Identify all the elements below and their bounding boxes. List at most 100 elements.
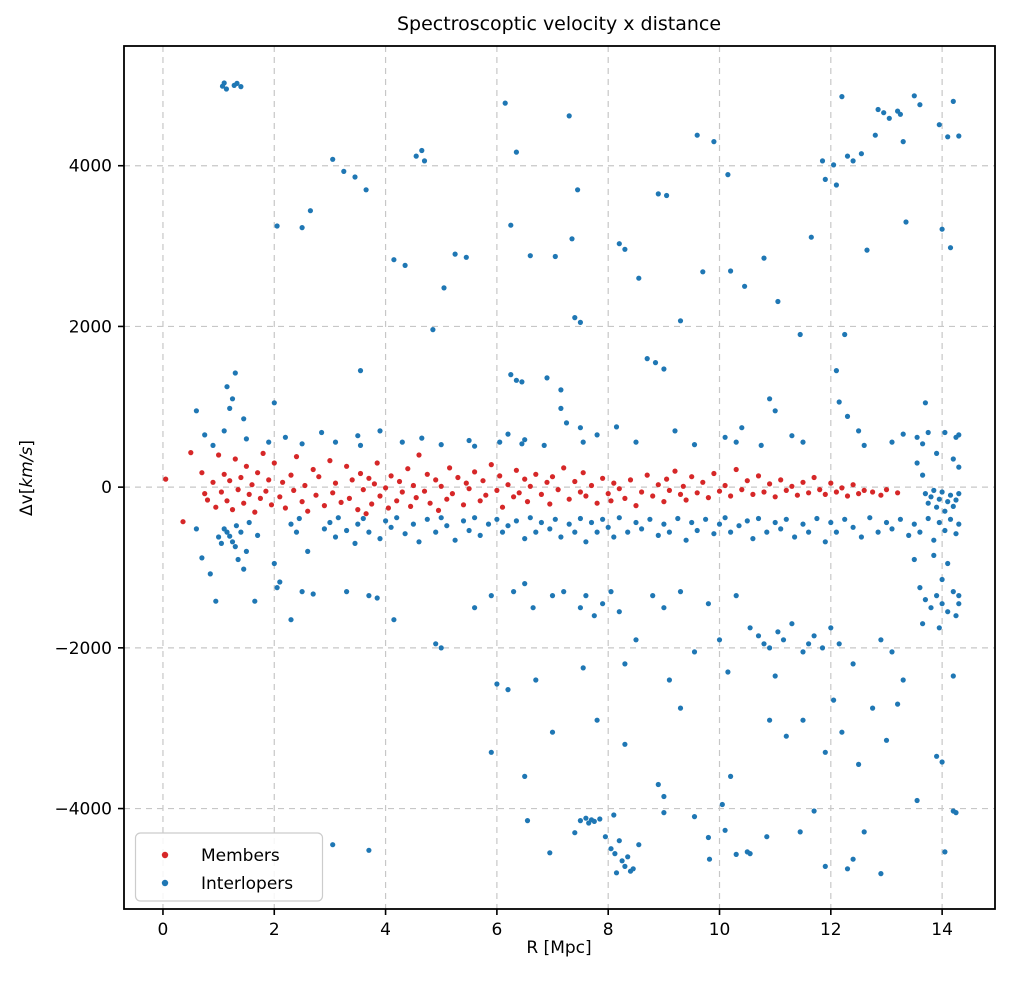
data-point: [188, 450, 194, 456]
x-tick-label: 4: [380, 920, 391, 940]
data-point: [691, 814, 698, 820]
data-point: [293, 529, 300, 535]
data-point: [371, 481, 377, 487]
data-point: [421, 158, 428, 164]
data-point: [213, 504, 219, 510]
data-point: [722, 482, 728, 489]
data-point: [410, 521, 416, 527]
data-point: [744, 518, 750, 524]
data-point: [928, 605, 934, 611]
data-point: [655, 781, 661, 788]
data-point: [883, 519, 890, 526]
data-point: [246, 519, 252, 526]
data-point: [577, 605, 584, 611]
data-point: [577, 425, 584, 431]
data-point: [652, 360, 659, 366]
data-point: [811, 633, 817, 639]
data-point: [772, 494, 778, 500]
data-point: [572, 529, 578, 535]
data-point: [806, 529, 812, 535]
data-point: [719, 801, 725, 808]
data-point: [655, 482, 661, 488]
data-point: [800, 479, 806, 485]
x-tick-label: 8: [603, 920, 614, 940]
data-point: [925, 500, 931, 506]
data-point: [288, 521, 294, 527]
data-point: [558, 405, 564, 411]
data-point: [608, 846, 614, 852]
y-tick-label: 0: [101, 478, 112, 498]
data-point: [900, 431, 906, 437]
data-point: [822, 176, 828, 182]
data-point: [950, 673, 956, 679]
data-point: [383, 518, 389, 524]
data-point: [419, 435, 425, 441]
data-point: [836, 641, 842, 647]
data-point: [828, 625, 834, 631]
data-point: [508, 372, 514, 378]
x-tick-label: 0: [158, 920, 169, 940]
data-point: [819, 158, 826, 164]
y-tick-label: 4000: [69, 157, 112, 177]
data-point: [377, 428, 383, 434]
data-point: [758, 442, 764, 448]
data-point: [728, 493, 734, 499]
data-point: [580, 470, 586, 476]
data-point: [761, 641, 767, 647]
data-point: [861, 829, 867, 835]
data-point: [241, 500, 247, 506]
data-point: [421, 488, 428, 494]
data-point: [277, 579, 283, 585]
data-point: [622, 863, 628, 870]
data-point: [839, 729, 845, 735]
data-point: [850, 856, 856, 862]
data-point: [931, 552, 937, 559]
data-point: [310, 591, 316, 597]
data-point: [655, 191, 661, 197]
data-point: [310, 466, 316, 473]
data-point: [583, 815, 589, 821]
data-point: [594, 432, 600, 438]
data-point: [291, 487, 297, 493]
data-point: [513, 149, 520, 155]
data-point: [711, 531, 717, 537]
data-point: [733, 466, 739, 473]
data-point: [332, 480, 339, 486]
data-point: [956, 432, 962, 438]
data-point: [513, 377, 520, 383]
data-point: [883, 487, 890, 493]
data-point: [547, 850, 553, 856]
data-point: [789, 433, 795, 439]
data-point: [238, 84, 244, 90]
data-point: [485, 521, 492, 527]
data-point: [878, 492, 884, 498]
data-point: [739, 487, 745, 493]
data-point: [920, 621, 926, 627]
y-axis-label: Δv[km/s]: [17, 440, 37, 516]
data-point: [767, 481, 773, 487]
data-point: [956, 593, 962, 599]
data-point: [733, 593, 739, 599]
data-point: [580, 665, 586, 671]
data-point: [956, 133, 962, 139]
data-point: [513, 518, 520, 524]
data-point: [612, 851, 618, 857]
plot-border: [123, 45, 996, 910]
data-point: [661, 521, 667, 527]
data-point: [452, 251, 458, 257]
data-point: [728, 268, 734, 274]
data-point: [677, 318, 684, 324]
data-point: [452, 537, 458, 543]
data-point: [850, 482, 856, 488]
data-point: [377, 536, 383, 542]
data-point: [844, 153, 851, 159]
data-point: [861, 442, 867, 448]
data-point: [922, 597, 929, 603]
data-point: [344, 527, 350, 534]
data-point: [650, 593, 656, 599]
data-point: [577, 818, 584, 824]
data-point: [577, 319, 584, 325]
data-point: [241, 566, 247, 572]
data-point: [850, 524, 856, 530]
